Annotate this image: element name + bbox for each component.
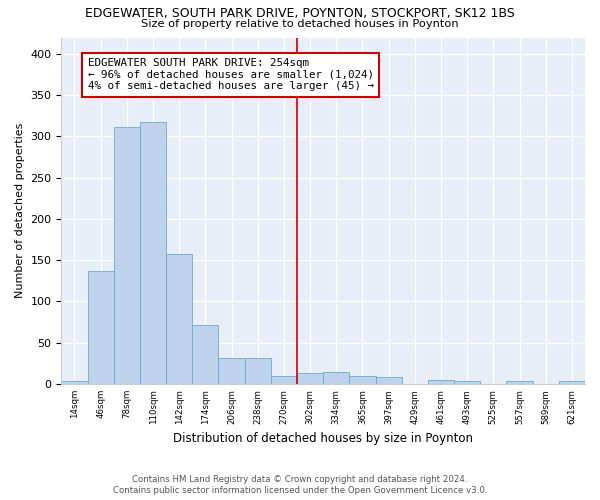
Text: EDGEWATER, SOUTH PARK DRIVE, POYNTON, STOCKPORT, SK12 1BS: EDGEWATER, SOUTH PARK DRIVE, POYNTON, ST… xyxy=(85,8,515,20)
Bar xyxy=(559,382,585,384)
Bar xyxy=(193,326,218,384)
Text: EDGEWATER SOUTH PARK DRIVE: 254sqm
← 96% of detached houses are smaller (1,024)
: EDGEWATER SOUTH PARK DRIVE: 254sqm ← 96%… xyxy=(88,58,374,92)
Bar xyxy=(428,380,454,384)
X-axis label: Distribution of detached houses by size in Poynton: Distribution of detached houses by size … xyxy=(173,432,473,445)
Bar xyxy=(506,382,533,384)
Bar xyxy=(61,380,88,384)
Text: Size of property relative to detached houses in Poynton: Size of property relative to detached ho… xyxy=(141,19,459,29)
Bar xyxy=(349,376,376,384)
Bar xyxy=(114,126,140,384)
Bar xyxy=(376,378,402,384)
Bar xyxy=(166,254,193,384)
Bar xyxy=(271,376,297,384)
Bar xyxy=(454,382,480,384)
Bar xyxy=(245,358,271,384)
Bar xyxy=(88,271,114,384)
Y-axis label: Number of detached properties: Number of detached properties xyxy=(15,123,25,298)
Bar xyxy=(297,373,323,384)
Bar xyxy=(140,122,166,384)
Bar xyxy=(323,372,349,384)
Text: Contains public sector information licensed under the Open Government Licence v3: Contains public sector information licen… xyxy=(113,486,487,495)
Bar xyxy=(218,358,245,384)
Text: Contains HM Land Registry data © Crown copyright and database right 2024.: Contains HM Land Registry data © Crown c… xyxy=(132,475,468,484)
